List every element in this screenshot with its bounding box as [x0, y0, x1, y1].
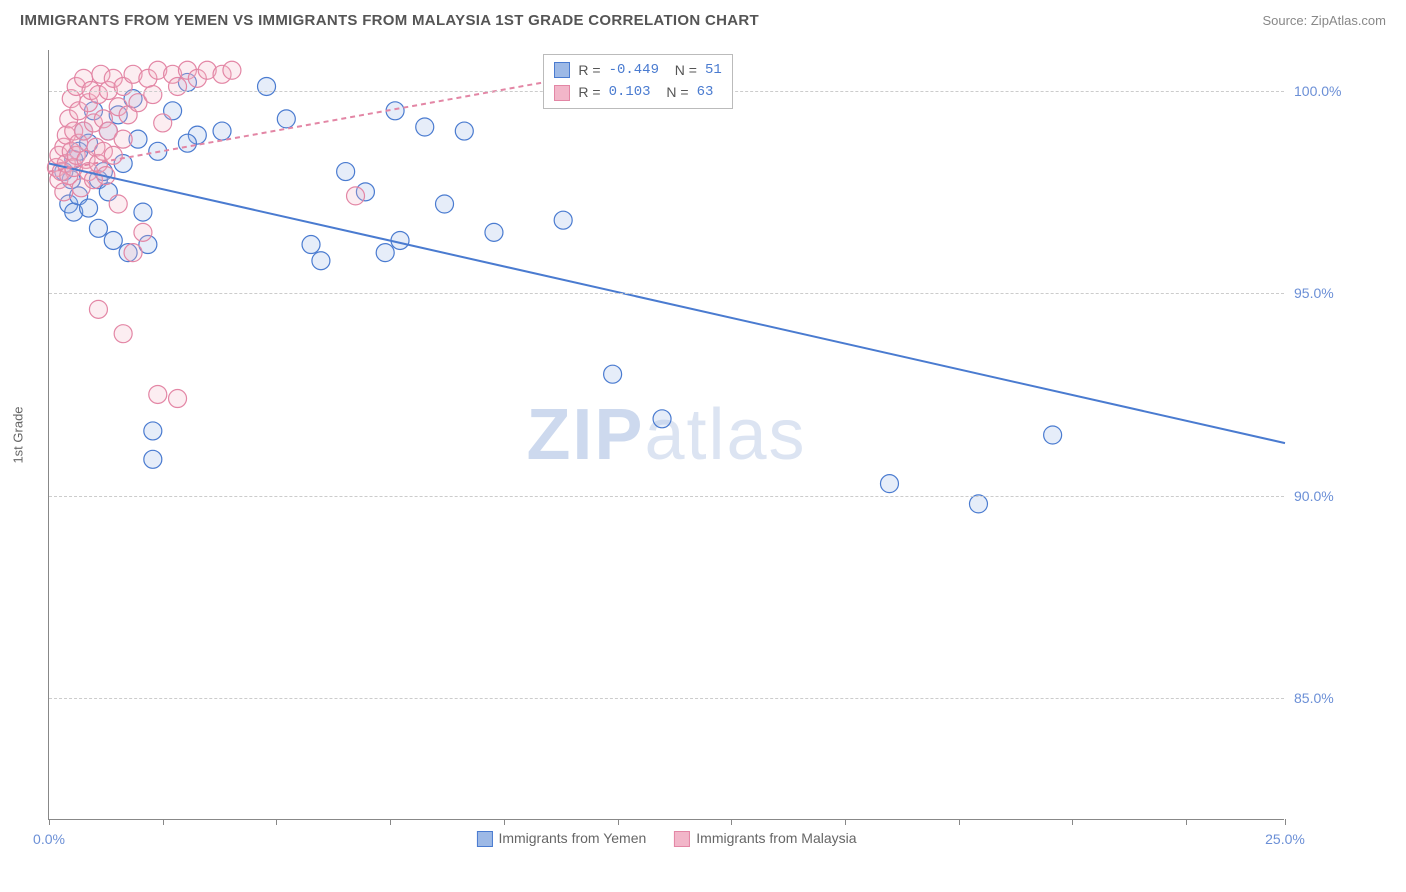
scatter-point: [169, 390, 187, 408]
trend-line: [49, 163, 1285, 443]
stats-legend: R =-0.449 N = 51R = 0.103 N = 63: [543, 54, 732, 109]
x-tick: [504, 819, 505, 825]
scatter-point: [178, 134, 196, 152]
gridline: [49, 293, 1284, 294]
source-label: Source: ZipAtlas.com: [1262, 13, 1386, 28]
stats-legend-row: R =-0.449 N = 51: [554, 59, 721, 81]
chart-container: 1st Grade ZIPatlas 85.0%90.0%95.0%100.0%…: [48, 50, 1358, 820]
bottom-legend: Immigrants from Yemen Immigrants from Mal…: [476, 830, 856, 847]
legend-swatch: [554, 62, 570, 78]
x-tick: [731, 819, 732, 825]
legend-item: Immigrants from Yemen: [476, 830, 646, 847]
scatter-point: [880, 475, 898, 493]
scatter-point: [436, 195, 454, 213]
scatter-point: [455, 122, 473, 140]
title-bar: IMMIGRANTS FROM YEMEN VS IMMIGRANTS FROM…: [0, 0, 1406, 37]
scatter-point: [89, 300, 107, 318]
x-tick: [959, 819, 960, 825]
scatter-point: [337, 163, 355, 181]
y-tick-label: 95.0%: [1294, 285, 1354, 301]
scatter-point: [109, 195, 127, 213]
y-tick-label: 90.0%: [1294, 488, 1354, 504]
legend-label: Immigrants from Malaysia: [696, 830, 856, 846]
scatter-point: [376, 244, 394, 262]
y-axis-label: 1st Grade: [11, 406, 26, 463]
scatter-point: [104, 231, 122, 249]
x-tick: [276, 819, 277, 825]
scatter-point: [169, 77, 187, 95]
y-tick-label: 85.0%: [1294, 690, 1354, 706]
gridline: [49, 496, 1284, 497]
chart-title: IMMIGRANTS FROM YEMEN VS IMMIGRANTS FROM…: [20, 12, 759, 29]
scatter-point: [213, 122, 231, 140]
scatter-point: [347, 187, 365, 205]
scatter-point: [969, 495, 987, 513]
legend-swatch: [674, 831, 690, 847]
x-tick-label: 0.0%: [33, 831, 65, 847]
scatter-point: [144, 422, 162, 440]
scatter-point: [604, 365, 622, 383]
legend-swatch: [476, 831, 492, 847]
chart-svg: [49, 50, 1284, 819]
scatter-point: [302, 236, 320, 254]
scatter-point: [144, 450, 162, 468]
scatter-point: [89, 219, 107, 237]
scatter-point: [134, 203, 152, 221]
x-tick: [1072, 819, 1073, 825]
legend-label: Immigrants from Yemen: [498, 830, 646, 846]
scatter-point: [1044, 426, 1062, 444]
scatter-point: [277, 110, 295, 128]
plot-area: ZIPatlas 85.0%90.0%95.0%100.0%0.0%25.0%R…: [48, 50, 1284, 820]
scatter-point: [653, 410, 671, 428]
scatter-point: [124, 244, 142, 262]
x-tick: [1285, 819, 1286, 825]
x-tick: [1186, 819, 1187, 825]
x-tick: [163, 819, 164, 825]
x-tick: [49, 819, 50, 825]
scatter-point: [149, 385, 167, 403]
scatter-point: [55, 183, 73, 201]
legend-swatch: [554, 85, 570, 101]
gridline: [49, 698, 1284, 699]
scatter-point: [223, 61, 241, 79]
scatter-point: [144, 86, 162, 104]
x-tick: [390, 819, 391, 825]
legend-item: Immigrants from Malaysia: [674, 830, 856, 847]
scatter-point: [554, 211, 572, 229]
scatter-point: [134, 223, 152, 241]
scatter-point: [416, 118, 434, 136]
x-tick-label: 25.0%: [1265, 831, 1305, 847]
scatter-point: [312, 252, 330, 270]
x-tick: [618, 819, 619, 825]
scatter-point: [485, 223, 503, 241]
scatter-point: [80, 199, 98, 217]
scatter-point: [114, 325, 132, 343]
scatter-point: [258, 77, 276, 95]
scatter-point: [154, 114, 172, 132]
scatter-point: [114, 130, 132, 148]
y-tick-label: 100.0%: [1294, 83, 1354, 99]
x-tick: [845, 819, 846, 825]
stats-legend-row: R = 0.103 N = 63: [554, 81, 721, 103]
